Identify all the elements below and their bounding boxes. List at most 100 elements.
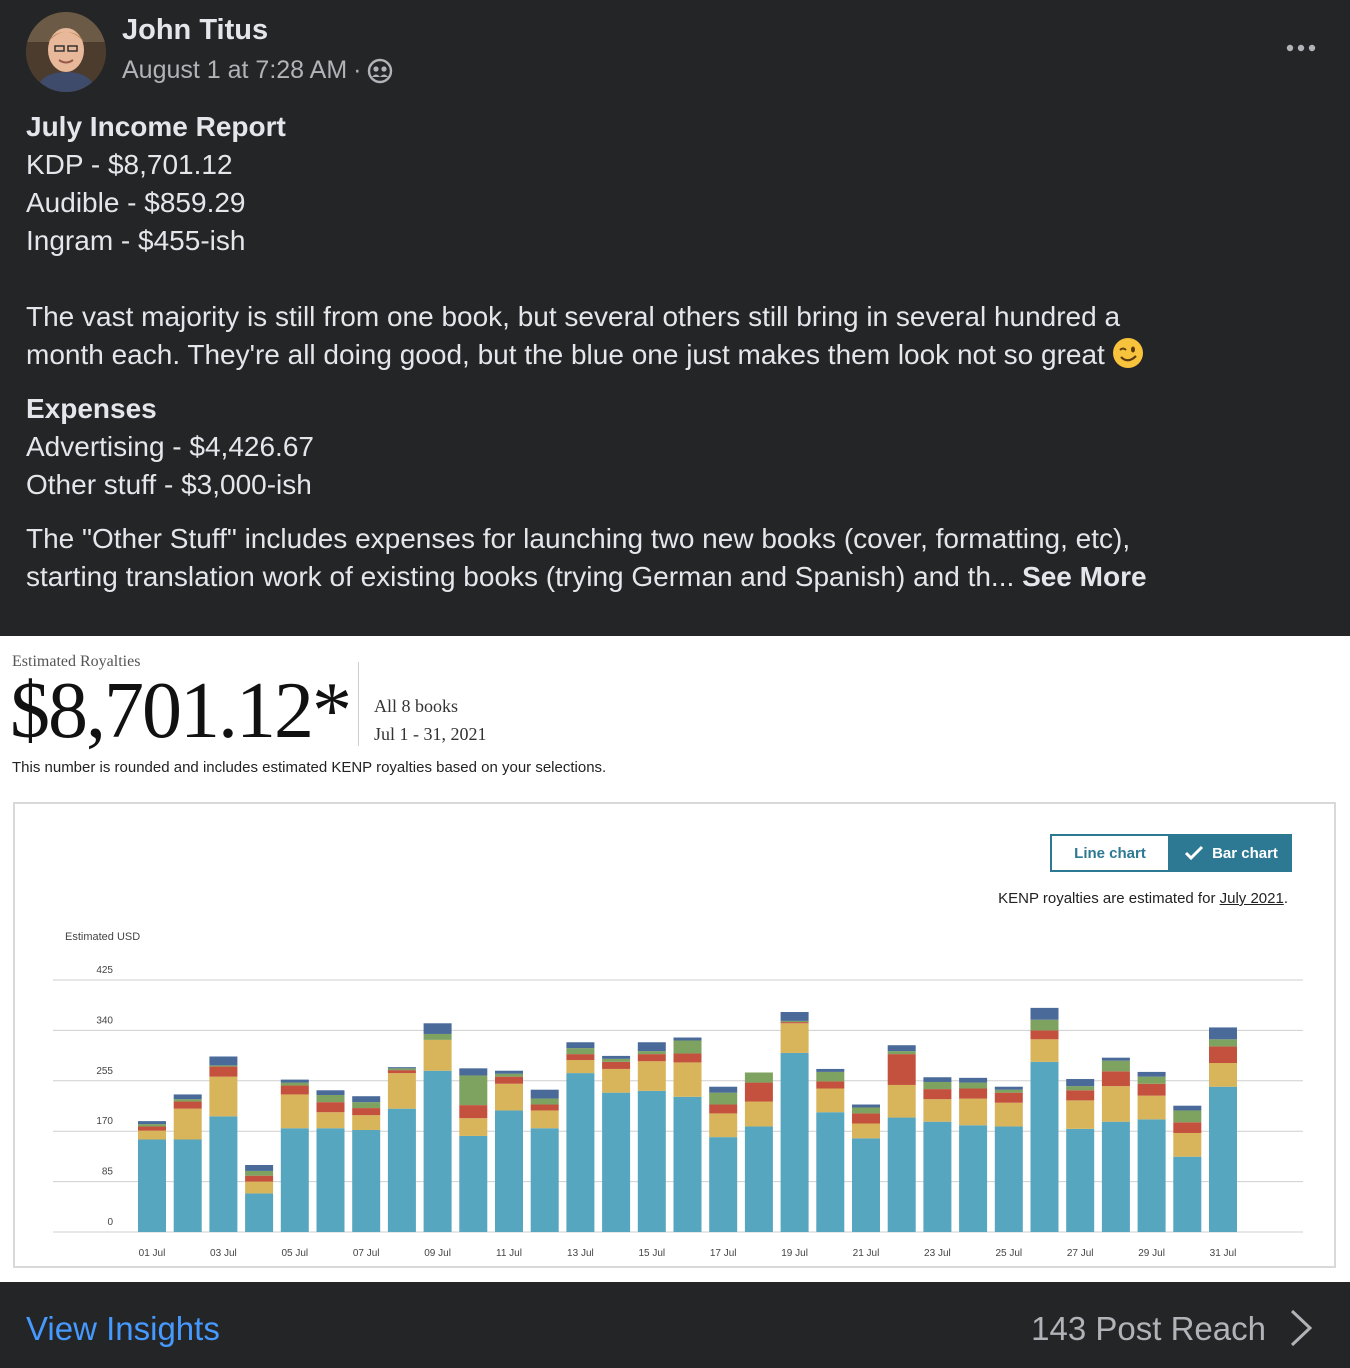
bar-segment xyxy=(387,1070,416,1074)
bar-segment xyxy=(495,1083,523,1111)
paragraph-text: month each. They're all doing good, but … xyxy=(26,339,1105,370)
x-tick-label: 27 Jul xyxy=(1067,1248,1094,1259)
see-more-link[interactable]: See More xyxy=(1022,561,1147,592)
post-timestamp[interactable]: August 1 at 7:28 AM xyxy=(122,56,348,84)
bar-segment xyxy=(209,1066,238,1077)
bar-segment xyxy=(923,1077,952,1082)
bar-segment xyxy=(423,1023,452,1034)
bar-segment xyxy=(566,1060,595,1074)
paragraph-line: The vast majority is still from one book… xyxy=(26,301,1121,332)
bar-segment xyxy=(1066,1100,1095,1129)
bar-segment xyxy=(637,1051,666,1055)
bar-segment xyxy=(1173,1132,1202,1157)
post-text: July Income Report KDP - $8,701.12 Audib… xyxy=(26,108,1326,596)
bar-segment xyxy=(530,1104,559,1111)
expense-line: Advertising - $4,426.67 xyxy=(26,431,314,462)
post-footer: View Insights 143 Post Reach xyxy=(0,1282,1350,1368)
friends-icon[interactable] xyxy=(367,58,393,84)
author-name[interactable]: John Titus xyxy=(122,14,269,46)
chart-type-toggle: Line chart Bar chart xyxy=(1050,834,1292,872)
bar-segment xyxy=(209,1056,238,1066)
post-meta: August 1 at 7:28 AM · xyxy=(122,56,393,85)
bar-segment xyxy=(352,1130,381,1232)
view-insights-link[interactable]: View Insights xyxy=(26,1310,220,1347)
bar-segment xyxy=(1173,1105,1202,1111)
bar-segment xyxy=(1101,1057,1130,1061)
bar-segment xyxy=(530,1110,559,1129)
bar-segment xyxy=(1030,1019,1059,1031)
bar-segment xyxy=(637,1090,666,1232)
bar-segment xyxy=(459,1075,488,1106)
x-tick-label: 15 Jul xyxy=(638,1248,665,1259)
bar-segment xyxy=(138,1126,166,1131)
bar-segment xyxy=(1209,1046,1237,1064)
header-divider xyxy=(358,662,359,746)
bar-segment xyxy=(1101,1060,1130,1072)
bar-segment xyxy=(709,1113,738,1138)
royalties-bar-chart: Estimated USD 0 85 170 255 340 425 01 Jul 03 Jul… xyxy=(53,931,1303,1259)
kenp-note: KENP royalties are estimated for July 20… xyxy=(998,890,1288,907)
royalties-label: Estimated Royalties xyxy=(12,653,141,670)
bar-segment xyxy=(959,1098,988,1126)
kenp-month-link[interactable]: July 2021 xyxy=(1219,890,1284,907)
x-tick-label: 11 Jul xyxy=(496,1248,522,1259)
bar-segment xyxy=(495,1070,523,1074)
paragraph-text: starting translation work of existing bo… xyxy=(26,561,1015,592)
bar-segment xyxy=(1173,1122,1202,1133)
bar-segment xyxy=(1066,1079,1095,1087)
bar-segment xyxy=(673,1096,702,1232)
bar-segment xyxy=(1173,1110,1202,1123)
date-range: Jul 1 - 31, 2021 xyxy=(374,724,487,744)
avatar[interactable] xyxy=(26,12,106,92)
bar-segment xyxy=(173,1094,202,1100)
bar-segment xyxy=(316,1128,345,1232)
bar-segment xyxy=(994,1092,1023,1103)
bar-segment xyxy=(316,1102,345,1113)
bar-segment xyxy=(602,1055,631,1059)
bar-segment xyxy=(887,1051,916,1055)
bar-segment xyxy=(566,1054,595,1061)
bar-segment xyxy=(673,1040,702,1054)
bar-segment xyxy=(994,1102,1023,1127)
bar-segment xyxy=(1137,1071,1166,1077)
bar-segment xyxy=(959,1088,988,1099)
bar-chart-button[interactable]: Bar chart xyxy=(1170,834,1292,872)
bar-segment xyxy=(1030,1007,1059,1020)
chevron-right-icon[interactable] xyxy=(1288,1308,1314,1348)
bar-segment xyxy=(1209,1027,1237,1040)
bar-segment xyxy=(923,1099,952,1122)
x-tick-label: 03 Jul xyxy=(210,1248,237,1259)
y-tick-label: 170 xyxy=(96,1116,113,1127)
bar-segment xyxy=(209,1116,238,1232)
bar-segment xyxy=(495,1073,523,1077)
bar-segment xyxy=(138,1121,166,1125)
bar-segment xyxy=(780,1012,809,1021)
paragraph-line: month each. They're all doing good, but … xyxy=(26,336,1326,374)
bar-segment xyxy=(852,1104,880,1108)
bar-segment xyxy=(173,1139,202,1232)
line-chart-button[interactable]: Line chart xyxy=(1050,834,1170,872)
bar-segment xyxy=(280,1079,309,1083)
bar-segment xyxy=(387,1068,416,1071)
x-tick-label: 25 Jul xyxy=(995,1248,1022,1259)
bar-segment xyxy=(316,1095,345,1103)
bar-segment xyxy=(852,1123,880,1139)
bar-segment xyxy=(709,1104,738,1114)
post-image[interactable]: Estimated Royalties $8,701.12* All 8 boo… xyxy=(0,636,1350,1282)
bar-segment xyxy=(352,1096,381,1103)
bar-segment xyxy=(959,1082,988,1089)
bar-segment xyxy=(602,1061,631,1069)
bar-segment xyxy=(673,1037,702,1041)
bar-segment xyxy=(352,1115,381,1131)
expenses-title: Expenses xyxy=(26,393,157,424)
bar-segment xyxy=(959,1125,988,1232)
more-options-icon[interactable] xyxy=(1284,36,1318,60)
bar-segment xyxy=(352,1102,381,1109)
bar-segment xyxy=(959,1077,988,1083)
bar-segment xyxy=(1101,1071,1130,1087)
bar-segment xyxy=(816,1088,845,1113)
bar-segment xyxy=(566,1042,595,1049)
bar-segment xyxy=(245,1170,274,1176)
chart-panel: Estimated USD 0 85 170 255 340 425 01 Jul 03 Jul… xyxy=(13,802,1336,1268)
bar-segment xyxy=(387,1108,416,1232)
